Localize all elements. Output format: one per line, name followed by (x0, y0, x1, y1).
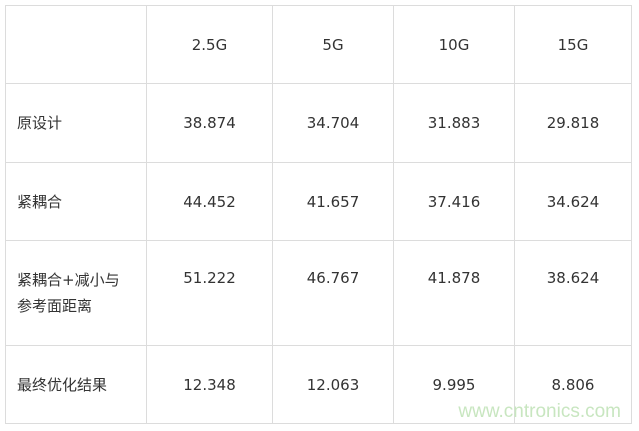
table-row: 紧耦合+减小与参考面距离 51.222 46.767 41.878 38.624 (5, 240, 632, 346)
table-row: 最终优化结果 12.348 12.063 9.995 8.806 (5, 345, 632, 424)
table-cell: 38.874 (146, 83, 273, 163)
header-cell: 2.5G (146, 5, 273, 84)
table-cell: 12.063 (272, 345, 394, 424)
table-cell: 44.452 (146, 162, 273, 241)
table-cell: 29.818 (514, 83, 632, 163)
header-cell: 5G (272, 5, 394, 84)
row-label: 原设计 (5, 83, 147, 163)
table-cell: 38.624 (514, 240, 632, 346)
row-label: 最终优化结果 (5, 345, 147, 424)
header-cell (5, 5, 147, 84)
table-cell: 37.416 (393, 162, 515, 241)
table-cell: 51.222 (146, 240, 273, 346)
table-cell: 8.806 (514, 345, 632, 424)
table-row: 原设计 38.874 34.704 31.883 29.818 (5, 83, 632, 163)
header-cell: 10G (393, 5, 515, 84)
table-cell: 31.883 (393, 83, 515, 163)
table-cell: 41.657 (272, 162, 394, 241)
data-table: 2.5G 5G 10G 15G 原设计 38.874 34.704 31.883… (5, 5, 632, 424)
watermark: www.cntronics.com (458, 401, 621, 422)
table-cell: 34.624 (514, 162, 632, 241)
header-cell: 15G (514, 5, 632, 84)
row-label: 紧耦合 (5, 162, 147, 241)
table-row: 紧耦合 44.452 41.657 37.416 34.624 (5, 162, 632, 241)
row-label: 紧耦合+减小与参考面距离 (5, 240, 147, 346)
table-cell: 34.704 (272, 83, 394, 163)
table-cell: 41.878 (393, 240, 515, 346)
table-cell: 12.348 (146, 345, 273, 424)
header-row: 2.5G 5G 10G 15G (5, 5, 632, 84)
table-cell: 9.995 (393, 345, 515, 424)
table-cell: 46.767 (272, 240, 394, 346)
